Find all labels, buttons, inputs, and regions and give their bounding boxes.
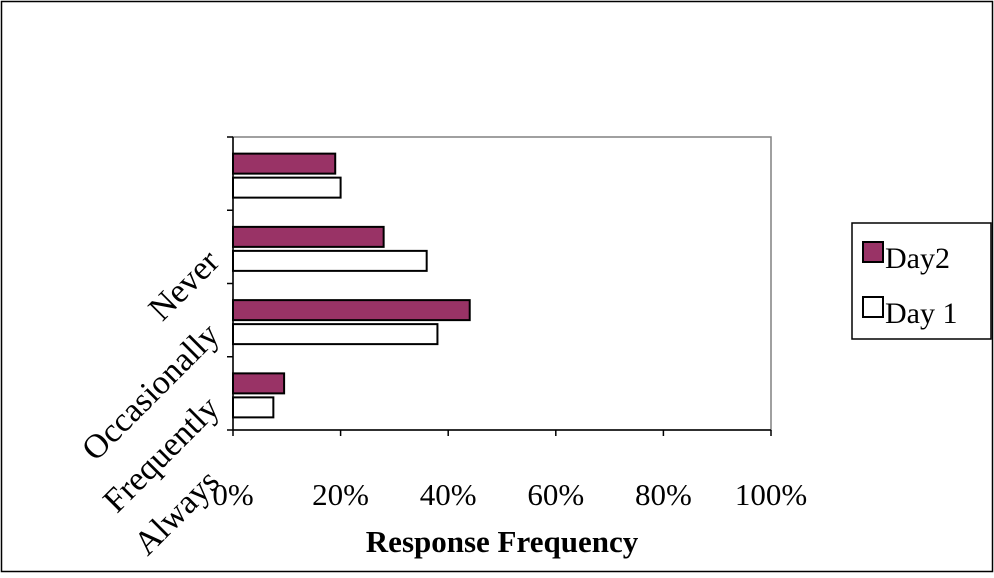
- axes: [227, 136, 772, 436]
- legend: Day2 Day 1: [851, 222, 992, 340]
- bar-always-day2: [232, 372, 286, 395]
- bar-occasionally-day1: [232, 249, 428, 272]
- x-tick-label: 80%: [635, 477, 692, 512]
- bars-layer: [232, 152, 471, 419]
- x-tick-label: 100%: [735, 477, 807, 512]
- legend-swatch-day1: [862, 296, 884, 318]
- x-tick-label: 20%: [312, 477, 369, 512]
- bar-never-day2: [232, 152, 337, 175]
- bar-frequently-day1: [232, 323, 439, 346]
- bar-occasionally-day2: [232, 225, 385, 248]
- x-tick-label: 0%: [212, 477, 253, 512]
- legend-label-day1: Day 1: [885, 297, 957, 330]
- x-tick-label: 60%: [527, 477, 584, 512]
- legend-swatch-day2: [862, 241, 884, 263]
- x-axis-title: Response Frequency: [366, 524, 639, 559]
- bar-never-day1: [232, 176, 342, 199]
- bar-always-day1: [232, 396, 275, 419]
- x-tick-label: 40%: [420, 477, 477, 512]
- legend-label-day2: Day2: [885, 242, 950, 275]
- bar-frequently-day2: [232, 299, 471, 322]
